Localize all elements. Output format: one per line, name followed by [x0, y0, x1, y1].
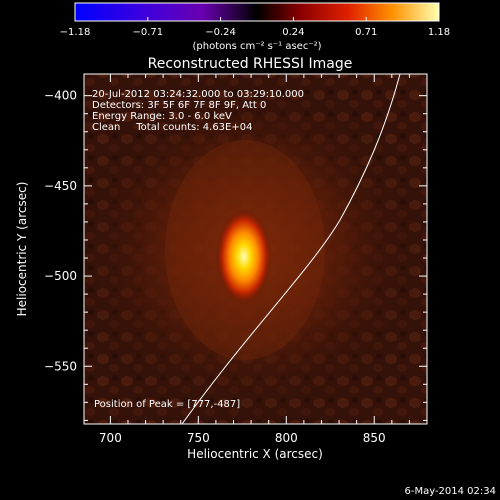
- colorbar: [74, 2, 440, 22]
- x-axis-label: Heliocentric X (arcsec): [187, 447, 323, 461]
- info-line-counts: Clean Total counts: 4.63E+04: [92, 122, 252, 133]
- info-line-energy: Energy Range: 3.0 - 6.0 keV: [92, 111, 232, 122]
- x-tick-label: 850: [363, 431, 386, 445]
- y-tick-label: −400: [44, 89, 77, 103]
- x-tick-label: 750: [187, 431, 210, 445]
- x-tick-label: 800: [275, 431, 298, 445]
- timestamp: 6-May-2014 02:34: [404, 486, 496, 497]
- colorbar-unit-label: (photons cm⁻² s⁻¹ asec⁻²): [192, 41, 321, 52]
- colorbar-tick-label: −0.24: [205, 27, 236, 38]
- colorbar-tick-label: 0.24: [282, 27, 304, 38]
- y-axis-ticks: [84, 95, 427, 421]
- plot-title: Reconstructed RHESSI Image: [148, 56, 353, 72]
- colorbar-ticks: [74, 17, 440, 21]
- image-area: [84, 74, 427, 424]
- colorbar-tick-label: −0.71: [132, 27, 163, 38]
- x-axis-ticks: [109, 74, 410, 424]
- colorbar-tick-label: −1.18: [60, 27, 91, 38]
- plot-frame: [83, 73, 428, 425]
- y-axis-label: Heliocentric Y (arcsec): [15, 182, 29, 317]
- y-tick-label: −450: [44, 179, 77, 193]
- colorbar-tick-label: 1.18: [428, 27, 450, 38]
- y-tick-label: −550: [44, 359, 77, 373]
- solar-limb: [181, 74, 401, 424]
- x-tick-label: 700: [99, 431, 122, 445]
- info-line-time: 20-Jul-2012 03:24:32.000 to 03:29:10.000: [92, 89, 304, 100]
- flare-source: [215, 208, 272, 305]
- peak-position-label: Position of Peak = [777,-487]: [94, 399, 240, 410]
- colorbar-tick-label: 0.71: [355, 27, 377, 38]
- info-line-detectors: Detectors: 3F 5F 6F 7F 8F 9F, Att 0: [92, 100, 266, 111]
- y-tick-label: −500: [44, 269, 77, 283]
